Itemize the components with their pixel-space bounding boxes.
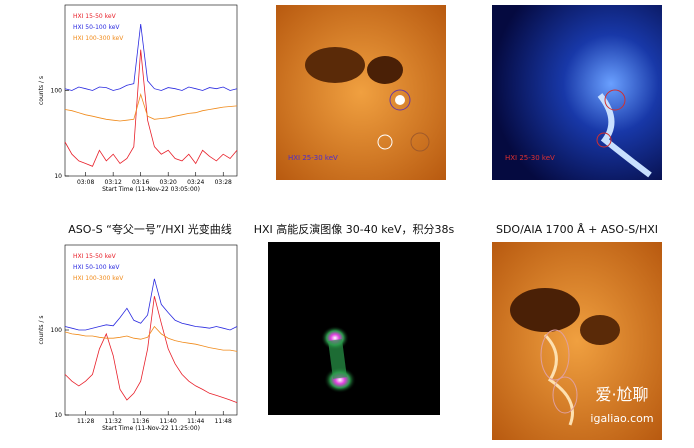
watermark-url: igaliao.com — [590, 412, 653, 425]
y-axis-label: counts / s — [38, 76, 45, 105]
y-tick-label: 100 — [51, 327, 63, 334]
watermark: 爱·尬聊 — [595, 385, 648, 404]
legend-label: HXI 100-300 keV — [73, 275, 124, 282]
x-tick-label: 11:48 — [215, 418, 232, 425]
panel-label: HXI 25-30 keV — [505, 154, 555, 162]
legend-label: HXI 100-300 keV — [73, 35, 124, 42]
x-tick-label: 03:24 — [187, 179, 204, 186]
series-line — [64, 325, 238, 352]
series-line — [64, 23, 238, 91]
image-panel: HXI 25-30 keV — [276, 5, 446, 180]
x-tick-label: 11:40 — [160, 418, 177, 425]
image-panel: HXI 高能反演图像 30-40 keV，积分38s — [254, 222, 455, 415]
image-panel: HXI 25-30 keV — [492, 5, 662, 180]
x-tick-label: 03:08 — [77, 179, 94, 186]
series-line — [64, 278, 238, 331]
panel-label: HXI 25-30 keV — [288, 154, 338, 162]
legend-label: HXI 50-100 keV — [73, 264, 120, 271]
y-tick-label: 100 — [51, 88, 63, 95]
x-tick-label: 03:12 — [105, 179, 122, 186]
x-tick-label: 11:36 — [132, 418, 149, 425]
legend-label: HXI 15-50 keV — [73, 13, 117, 20]
y-tick-label: 10 — [54, 173, 62, 180]
panel-title: SDO/AIA 1700 Å + ASO-S/HXI — [496, 223, 658, 236]
x-tick-label: 11:32 — [105, 418, 122, 425]
series-line — [64, 296, 238, 403]
image-panel: SDO/AIA 1700 Å + ASO-S/HXI 爱·尬聊 igaliao.… — [492, 223, 662, 440]
chart-title: ASO-S “夸父一号”/HXI 光变曲线 — [68, 222, 232, 236]
y-axis-label: counts / s — [38, 315, 45, 344]
x-tick-label: 03:28 — [215, 179, 232, 186]
x-tick-label: 11:28 — [77, 418, 94, 425]
y-tick-label: 10 — [54, 412, 62, 419]
legend-label: HXI 15-50 keV — [73, 253, 117, 260]
series-line — [64, 49, 238, 167]
panel-title: HXI 高能反演图像 30-40 keV，积分38s — [254, 222, 455, 236]
x-tick-label: 03:16 — [132, 179, 149, 186]
x-tick-label: 03:20 — [160, 179, 177, 186]
x-tick-label: 11:44 — [187, 418, 204, 425]
series-line — [64, 92, 238, 122]
legend-label: HXI 50-100 keV — [73, 24, 120, 31]
x-axis-label: Start Time (11-Nov-22 03:05:00) — [102, 186, 200, 193]
x-axis-label: Start Time (11-Nov-22 11:25:00) — [102, 425, 200, 432]
